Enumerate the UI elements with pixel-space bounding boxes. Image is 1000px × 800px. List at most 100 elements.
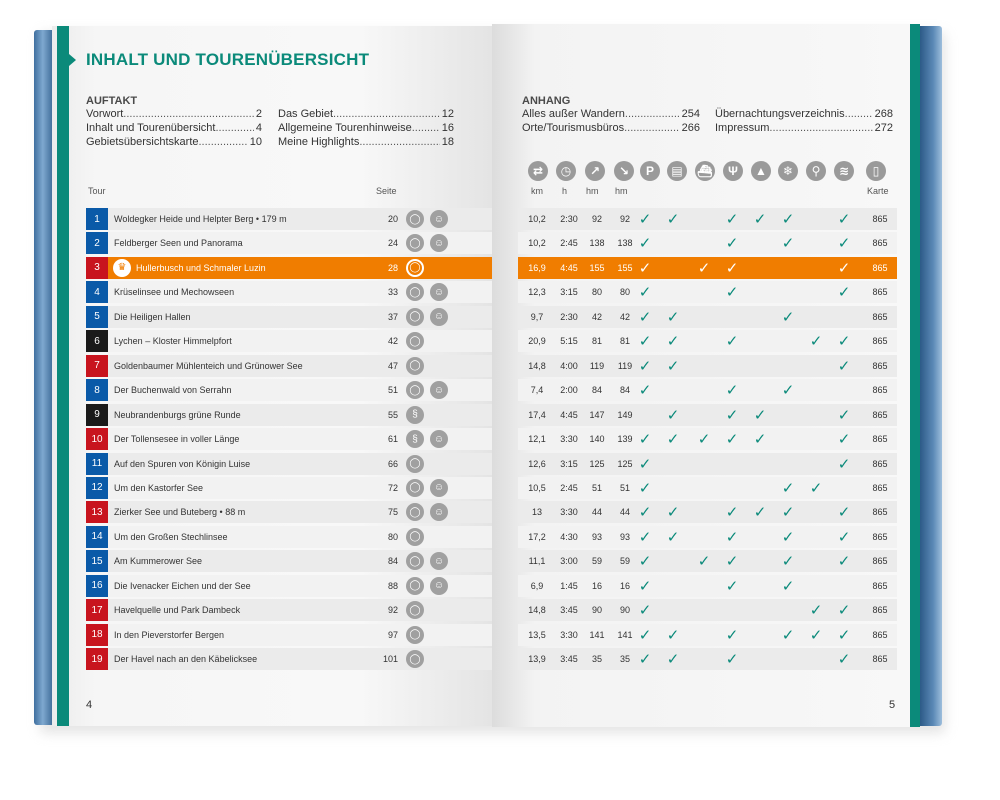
table-row[interactable]: 3 ♛ Hullerbusch und Schmaler Luzin 28 ◯ 16,9 4… bbox=[86, 256, 897, 279]
table-row[interactable]: 7 Goldenbaumer Mühlenteich und Grünower S… bbox=[86, 354, 897, 377]
table-row[interactable]: 6 Lychen – Kloster Himmelpfort 42 ◯ 20,9 5:15… bbox=[86, 330, 897, 353]
tour-duration: 3:15 bbox=[560, 458, 578, 469]
tour-name: Am Kummerower See bbox=[114, 556, 203, 567]
check-icon: ✓ bbox=[638, 235, 652, 253]
table-row[interactable]: 4 Krüselinsee und Mechowseen 33 ◯ ☺ 12,3 3:15 8… bbox=[86, 281, 897, 304]
table-row[interactable]: 5 Die Heiligen Hallen 37 ◯ ☺ 9,7 2:30 42 42 ✓ ✓ ✓ 86… bbox=[86, 305, 897, 328]
table-row[interactable]: 13 Zierker See und Buteberg • 88 m 75 ◯ ☺ 13 3… bbox=[86, 501, 897, 524]
toc-page: 10 bbox=[249, 136, 262, 148]
row-bg-left bbox=[86, 623, 492, 646]
toc-leader-dots bbox=[624, 121, 680, 135]
check-icon: ✓ bbox=[837, 553, 851, 571]
row-bg-right bbox=[518, 256, 897, 279]
tour-name: Um den Großen Stechlinsee bbox=[114, 531, 228, 542]
table-row[interactable]: 17 Havelquelle und Park Dambeck 92 ◯ 14,8 3:4… bbox=[86, 599, 897, 622]
check-icon: ✓ bbox=[666, 357, 680, 375]
anhang-entry[interactable]: Impressum 272 bbox=[715, 121, 893, 135]
teal-strip-left bbox=[57, 26, 69, 726]
check-icon: ✓ bbox=[666, 333, 680, 351]
table-row[interactable]: 14 Um den Großen Stechlinsee 80 ◯ 17,2 4:30 93… bbox=[86, 525, 897, 548]
tour-map-number: 865 bbox=[872, 458, 888, 469]
auftakt-entry[interactable]: Gebietsübersichtskarte 10 bbox=[86, 135, 262, 149]
toc-page: 254 bbox=[681, 108, 700, 120]
auftakt-entry[interactable]: Allgemeine Tourenhinweise 16 bbox=[278, 121, 454, 135]
toc-leader-dots bbox=[123, 107, 254, 121]
tour-page: 61 bbox=[387, 434, 398, 445]
tour-descent: 90 bbox=[619, 605, 630, 616]
loop-icon: ◯ bbox=[406, 332, 424, 351]
auftakt-entry[interactable]: Inhalt und Tourenübersicht 4 bbox=[86, 121, 262, 135]
row-bg-left bbox=[86, 476, 492, 499]
check-icon: ✓ bbox=[638, 382, 652, 400]
check-icon: ✓ bbox=[697, 553, 711, 571]
toc-page: 18 bbox=[441, 136, 454, 148]
tour-descent: 155 bbox=[617, 262, 633, 273]
check-icon: ✓ bbox=[725, 553, 739, 571]
loop-icon: ◯ bbox=[406, 552, 424, 571]
row-bg-left bbox=[86, 452, 492, 475]
tour-number: 10 bbox=[86, 428, 108, 451]
check-icon: ✓ bbox=[837, 504, 851, 522]
kids-icon: ☺ bbox=[430, 552, 448, 571]
check-icon: ✓ bbox=[753, 504, 767, 522]
check-icon: ✓ bbox=[781, 308, 795, 326]
auftakt-entry[interactable]: Meine Highlights 18 bbox=[278, 135, 454, 149]
row-bg-left bbox=[86, 550, 492, 573]
table-row[interactable]: 19 Der Havel nach an den Käbelicksee 101 ◯ 1… bbox=[86, 648, 897, 671]
table-row[interactable]: 8 Der Buchenwald von Serrahn 51 ◯ ☺ 7,4 2:00 84… bbox=[86, 379, 897, 402]
tour-km: 13,9 bbox=[528, 654, 546, 665]
tour-map-number: 865 bbox=[872, 238, 888, 249]
table-row[interactable]: 1 Woldegker Heide und Helpter Berg • 179 … bbox=[86, 208, 897, 230]
row-bg-left bbox=[86, 525, 492, 548]
tour-descent: 80 bbox=[619, 287, 630, 298]
auftakt-entry[interactable]: Vorwort 2 bbox=[86, 107, 262, 121]
tour-descent: 42 bbox=[619, 311, 630, 322]
check-icon: ✓ bbox=[837, 602, 851, 620]
check-icon: ✓ bbox=[638, 259, 652, 277]
tour-km: 10,5 bbox=[528, 482, 546, 493]
table-row[interactable]: 2 Feldberger Seen und Panorama 24 ◯ ☺ 10,2 2:4… bbox=[86, 232, 897, 255]
tour-duration: 4:45 bbox=[560, 409, 578, 420]
loop-icon: ◯ bbox=[406, 307, 424, 326]
table-row[interactable]: 9 Neubrandenburgs grüne Runde 55 § 17,4 4:45 1… bbox=[86, 403, 897, 426]
check-icon: ✓ bbox=[781, 553, 795, 571]
parking-icon: P bbox=[640, 161, 660, 181]
tour-page: 72 bbox=[387, 482, 398, 493]
tour-ascent: 93 bbox=[591, 531, 602, 542]
clock-icon: ◷ bbox=[556, 161, 576, 181]
loop-icon: ◯ bbox=[406, 527, 424, 546]
tour-km: 17,2 bbox=[528, 531, 546, 542]
tour-page: 80 bbox=[387, 531, 398, 542]
tour-page: 97 bbox=[387, 629, 398, 640]
summit-icon: ▲ bbox=[751, 161, 771, 181]
ascent-icon: ↗ bbox=[585, 161, 605, 181]
tour-ascent: 119 bbox=[589, 360, 605, 371]
table-row[interactable]: 18 In den Pieverstorfer Bergen 97 ◯ 13,5 3:30… bbox=[86, 623, 897, 646]
row-bg-left bbox=[86, 574, 492, 597]
tour-page: 28 bbox=[387, 262, 398, 273]
check-icon: ✓ bbox=[837, 431, 851, 449]
check-icon: ✓ bbox=[725, 284, 739, 302]
tour-page: 75 bbox=[387, 507, 398, 518]
table-row[interactable]: 15 Am Kummerower See 84 ◯ ☺ 11,1 3:00 59 59 ✓ ✓ ✓ ✓ ✓… bbox=[86, 550, 897, 573]
anhang-entry[interactable]: Orte/Tourismusbüros 266 bbox=[522, 121, 700, 135]
table-row[interactable]: 11 Auf den Spuren von Königin Luise 66 ◯ 12,… bbox=[86, 452, 897, 475]
tour-number: 5 bbox=[86, 305, 108, 328]
check-icon: ✓ bbox=[837, 455, 851, 473]
table-row[interactable]: 16 Die Ivenacker Eichen und der See 88 ◯ ☺ 6,… bbox=[86, 574, 897, 597]
auftakt-entry[interactable]: Das Gebiet 12 bbox=[278, 107, 454, 121]
table-row[interactable]: 12 Um den Kastorfer See 72 ◯ ☺ 10,5 2:45 51 51 ✓ ✓… bbox=[86, 476, 897, 499]
table-row[interactable]: 10 Der Tollensesee in voller Länge 61 § ☺ 12,… bbox=[86, 428, 897, 451]
anhang-entry[interactable]: Übernachtungsverzeichnis 268 bbox=[715, 107, 893, 121]
tour-ascent: 138 bbox=[589, 238, 605, 249]
tour-number: 16 bbox=[86, 574, 108, 597]
tour-number: 13 bbox=[86, 501, 108, 524]
check-icon: ✓ bbox=[725, 577, 739, 595]
row-bg-left bbox=[86, 379, 492, 402]
row-bg-right bbox=[518, 623, 897, 646]
anhang-entry[interactable]: Alles außer Wandern 254 bbox=[522, 107, 700, 121]
toc-label: Meine Highlights bbox=[278, 136, 360, 148]
tour-number: 15 bbox=[86, 550, 108, 573]
tour-map-number: 865 bbox=[872, 385, 888, 396]
check-icon: ✓ bbox=[666, 504, 680, 522]
